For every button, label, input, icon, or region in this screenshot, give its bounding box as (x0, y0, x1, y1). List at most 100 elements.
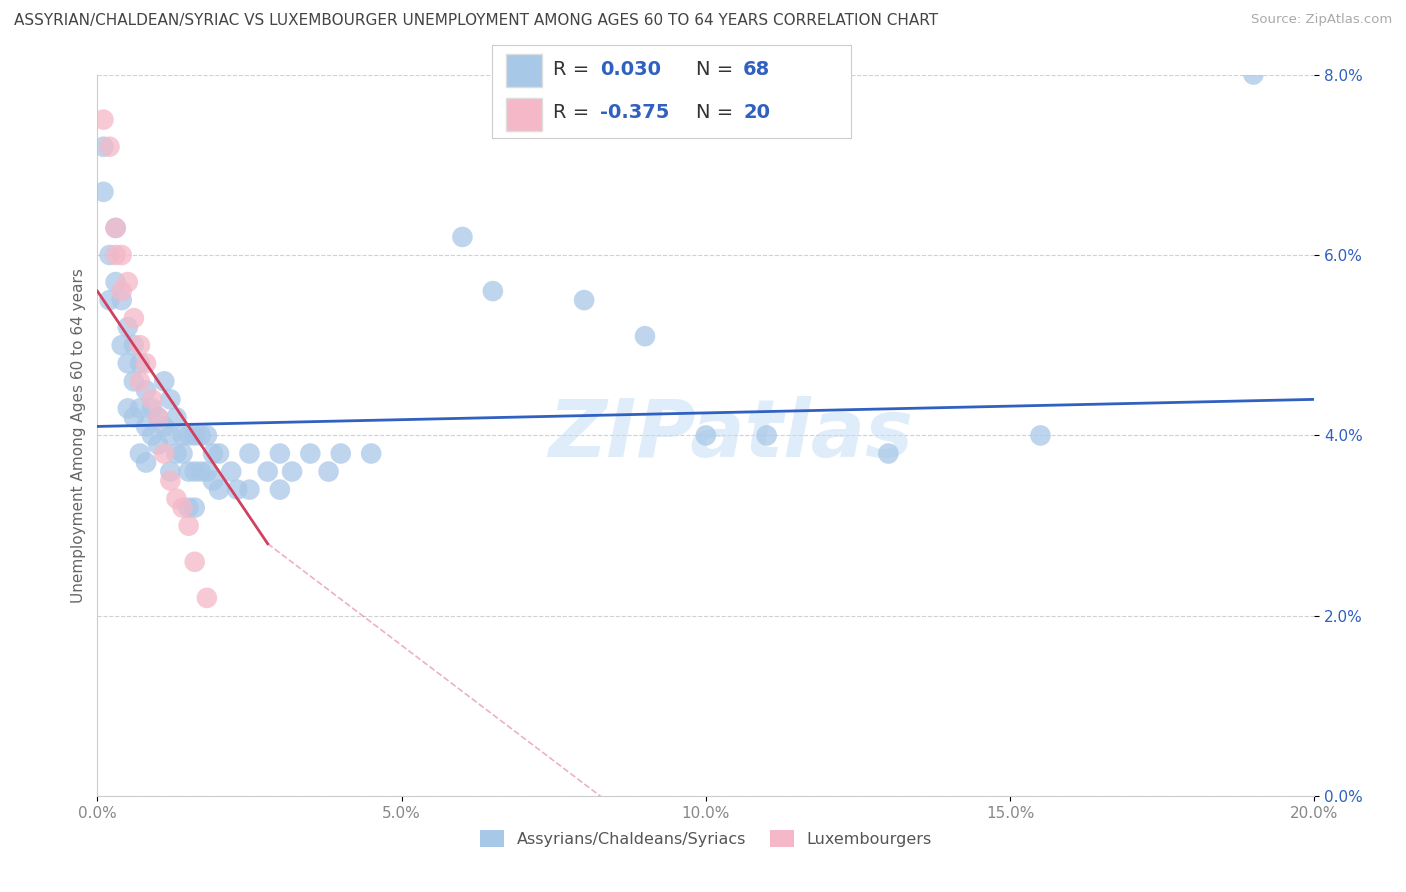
Point (153, 419, 176, 434)
Legend: Assyrians/Chaldeans/Syriacs, Luxembourgers: Assyrians/Chaldeans/Syriacs, Luxembourge… (474, 824, 938, 854)
Point (360, 446, 382, 460)
Point (183, 555, 205, 569)
Point (104, 275, 127, 289)
Point (117, 356, 139, 370)
Point (1241, 68, 1264, 82)
Point (104, 221, 127, 235)
Point (269, 446, 291, 460)
Point (165, 446, 187, 460)
Point (165, 410, 187, 425)
Point (129, 356, 152, 370)
Point (141, 428, 163, 442)
Point (269, 483, 291, 497)
Point (129, 338, 152, 352)
Point (190, 465, 212, 479)
Point (208, 483, 231, 497)
Point (183, 500, 205, 515)
Point (122, 374, 145, 388)
Point (141, 401, 163, 416)
Text: ZIPatlas: ZIPatlas (548, 396, 912, 475)
Point (172, 446, 194, 460)
Point (482, 284, 505, 298)
FancyBboxPatch shape (506, 54, 543, 87)
Point (201, 474, 224, 488)
Text: R =: R = (553, 103, 596, 122)
Point (98, 248, 121, 262)
Point (104, 221, 127, 235)
Point (190, 428, 212, 442)
Point (117, 275, 139, 289)
Point (104, 248, 127, 262)
Point (195, 465, 218, 479)
Point (172, 428, 194, 442)
Point (172, 500, 194, 515)
Point (183, 465, 205, 479)
Point (122, 410, 145, 425)
Point (111, 284, 134, 298)
Point (135, 384, 157, 398)
Point (755, 428, 778, 442)
Point (238, 483, 260, 497)
Point (1029, 428, 1052, 442)
Point (238, 446, 260, 460)
Point (208, 446, 231, 460)
Text: N =: N = (696, 61, 740, 79)
Point (159, 392, 181, 407)
Point (129, 401, 152, 416)
Point (129, 446, 152, 460)
Point (148, 410, 170, 425)
Point (177, 500, 200, 515)
Point (299, 446, 322, 460)
Text: 20: 20 (742, 103, 770, 122)
Point (98, 139, 121, 153)
Point (129, 374, 152, 388)
Text: Source: ZipAtlas.com: Source: ZipAtlas.com (1251, 13, 1392, 27)
Point (634, 329, 657, 343)
Point (117, 320, 139, 334)
Point (572, 293, 595, 307)
Point (219, 465, 242, 479)
Point (159, 474, 181, 488)
Point (93, 185, 115, 199)
Text: ASSYRIAN/CHALDEAN/SYRIAC VS LUXEMBOURGER UNEMPLOYMENT AMONG AGES 60 TO 64 YEARS : ASSYRIAN/CHALDEAN/SYRIAC VS LUXEMBOURGER… (14, 13, 938, 29)
Point (451, 230, 474, 244)
Point (153, 374, 176, 388)
Point (148, 410, 170, 425)
Point (93, 112, 115, 127)
Point (111, 338, 134, 352)
Point (153, 446, 176, 460)
Point (148, 437, 170, 451)
Point (329, 446, 352, 460)
Point (141, 392, 163, 407)
Point (195, 428, 218, 442)
Text: N =: N = (696, 103, 740, 122)
Point (111, 248, 134, 262)
Y-axis label: Unemployment Among Ages 60 to 64 years: Unemployment Among Ages 60 to 64 years (72, 268, 86, 603)
Point (226, 483, 249, 497)
Point (135, 456, 157, 470)
Point (111, 293, 134, 307)
Point (98, 293, 121, 307)
Point (159, 428, 181, 442)
Point (135, 419, 157, 434)
Point (877, 446, 900, 460)
Text: -0.375: -0.375 (599, 103, 669, 122)
Point (201, 446, 224, 460)
Point (318, 465, 340, 479)
Point (159, 465, 181, 479)
Point (93, 139, 115, 153)
Text: 0.030: 0.030 (599, 61, 661, 79)
Point (183, 428, 205, 442)
Text: 68: 68 (742, 61, 770, 79)
Point (165, 491, 187, 506)
Point (281, 465, 304, 479)
FancyBboxPatch shape (506, 98, 543, 131)
Point (135, 356, 157, 370)
Point (177, 428, 200, 442)
Point (177, 518, 200, 533)
Point (695, 428, 717, 442)
Point (122, 338, 145, 352)
Point (256, 465, 278, 479)
Point (195, 591, 218, 605)
Point (122, 311, 145, 326)
